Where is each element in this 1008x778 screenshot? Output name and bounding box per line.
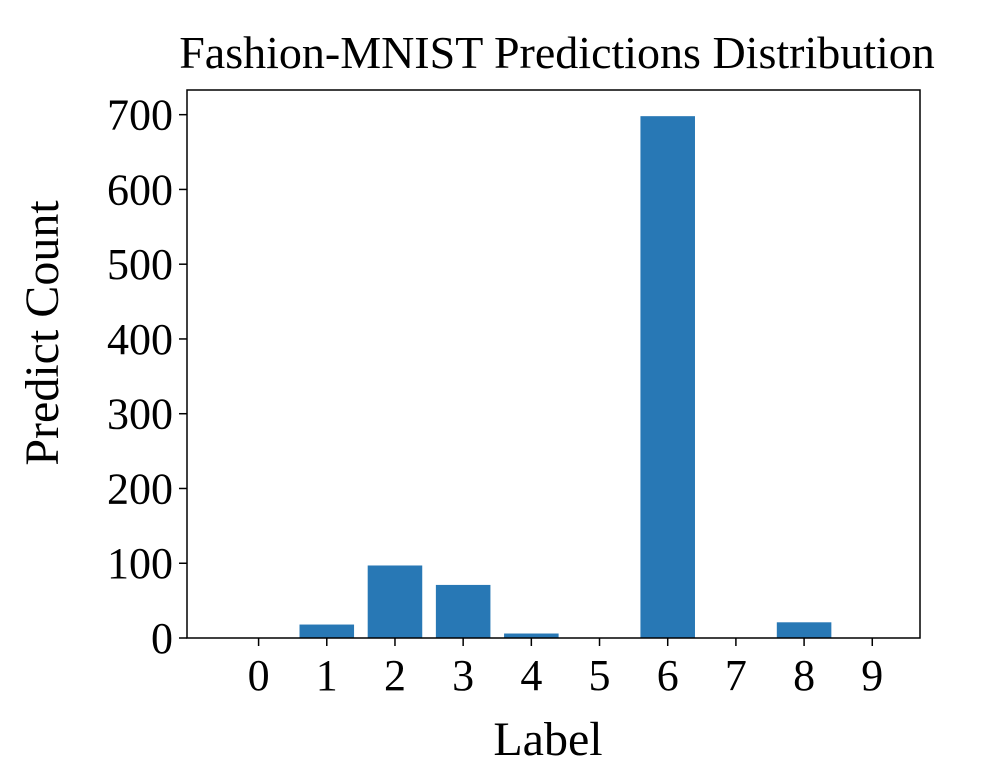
y-tick-label: 700	[107, 91, 173, 140]
y-axis: 0 100 200 300 400 500 600 700	[107, 91, 187, 663]
x-tick-label: 0	[248, 651, 270, 700]
y-tick-label: 600	[107, 165, 173, 214]
x-tick-label: 9	[861, 651, 883, 700]
bar-4	[504, 633, 559, 638]
x-tick-label: 6	[657, 651, 679, 700]
y-tick-label: 400	[107, 315, 173, 364]
bar-6	[640, 116, 695, 638]
x-tick-label: 8	[793, 651, 815, 700]
x-tick-label: 7	[725, 651, 747, 700]
x-tick-label: 4	[520, 651, 542, 700]
y-tick-label: 200	[107, 464, 173, 513]
x-tick-label: 2	[384, 651, 406, 700]
y-tick-label: 100	[107, 539, 173, 588]
y-axis-title: Predict Count	[16, 200, 69, 466]
bar-3	[435, 584, 491, 638]
y-tick-label: 500	[107, 240, 173, 289]
x-tick-label: 3	[452, 651, 474, 700]
x-tick-label: 5	[589, 651, 611, 700]
bar-1	[299, 624, 355, 638]
y-tick-label: 300	[107, 390, 173, 439]
bar-2	[367, 565, 423, 638]
y-tick-label: 0	[151, 614, 173, 663]
x-axis-title: Label	[493, 713, 602, 766]
plot-frame	[186, 89, 921, 639]
x-tick-label: 1	[316, 651, 338, 700]
bar-8	[776, 622, 832, 638]
chart-title: Fashion-MNIST Predictions Distribution	[179, 27, 935, 78]
plot-area	[299, 116, 832, 638]
